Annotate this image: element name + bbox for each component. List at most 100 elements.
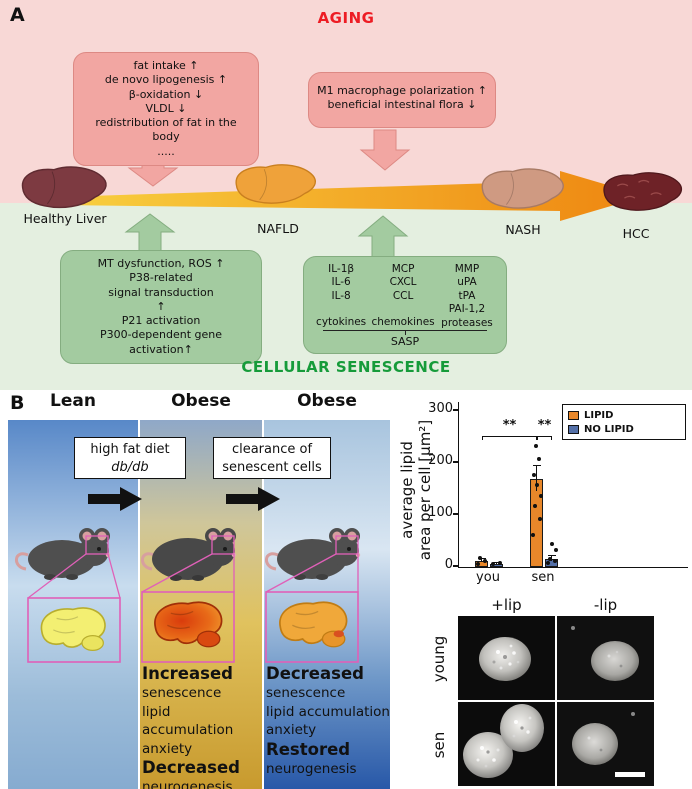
outcome-line: Decreased — [266, 664, 364, 683]
bar-you-1 — [490, 563, 503, 567]
micro-row-sen: sen — [430, 731, 448, 759]
outcome-line: neurogenesis — [266, 760, 357, 777]
y-tick — [453, 461, 459, 463]
legend-label-no-lipid: NO LIPID — [584, 423, 634, 435]
outcome-line: lipid accumulation — [142, 703, 234, 739]
scale-bar-icon — [615, 772, 645, 777]
outcome-line: Increased — [142, 664, 233, 683]
y-label-line: average lipid — [398, 441, 416, 539]
sasp-column-label: cytokines — [316, 315, 367, 328]
magnification-lines-icon — [27, 535, 359, 663]
metabolic-line: de novo lipogenesis ↑ — [104, 73, 228, 87]
sig-bracket — [537, 436, 552, 440]
arrow-hfd-icon — [88, 487, 142, 511]
panel-a-label: A — [10, 4, 25, 26]
mechanism-line: P300-dependent gene activation↑ — [99, 328, 223, 356]
nash-liver-icon — [481, 168, 564, 209]
y-tick-label: 100 — [428, 505, 453, 520]
sasp-item: PAI-1,2 — [448, 303, 486, 316]
down-arrow-inflammatory-icon — [359, 129, 411, 171]
sasp-item: MCP — [391, 263, 415, 275]
mechanism-line: P21 activation — [121, 314, 201, 328]
sasp-column-cytokines: IL-1β IL-6 IL-8 cytokines — [314, 263, 368, 329]
obese-outcomes: Increased senescence lipid accumulation … — [142, 664, 262, 789]
sasp-column-chemokines: MCP CXCL CCL chemokines — [368, 263, 438, 329]
metabolic-line: ..... — [157, 144, 175, 158]
data-point — [482, 559, 487, 564]
sasp-bracket-icon — [323, 330, 487, 335]
column-header-obese-cleared: Obese — [297, 391, 357, 411]
y-tick-label: 300 — [428, 401, 453, 416]
data-point — [549, 542, 554, 547]
outcome-line: Restored — [266, 739, 351, 759]
obese-mouse-icon — [141, 528, 237, 581]
stage-label-healthy-liver: Healthy Liver — [23, 211, 107, 226]
data-point — [475, 561, 480, 566]
error-cap — [532, 464, 541, 466]
sasp-item: IL-6 — [331, 276, 351, 289]
data-point — [545, 561, 550, 566]
arrow-clearance-icon — [226, 487, 280, 511]
micro-image-sen-plus-lip — [458, 702, 555, 786]
legend-row-lipid: LIPID — [568, 408, 680, 422]
column-header-obese: Obese — [171, 391, 231, 411]
y-tick — [453, 513, 459, 515]
error-cap — [547, 555, 556, 557]
y-label-line: area per cell [μm²] — [416, 419, 434, 561]
metabolic-line: VLDL ↓ — [145, 101, 187, 115]
healthy-liver-icon — [21, 166, 107, 209]
y-tick-label: 200 — [428, 453, 453, 468]
sasp-item: IL-8 — [331, 289, 351, 302]
senescence-mechanisms-box: MT dysfunction, ROS ↑ P38-related signal… — [60, 250, 262, 365]
data-point — [536, 457, 541, 462]
data-point — [538, 493, 543, 498]
up-arrow-sasp-icon — [357, 215, 409, 259]
micro-header-plus-lip: +lip — [491, 596, 522, 614]
legend-row-no-lipid: NO LIPID — [568, 422, 680, 436]
sasp-item: MMP — [454, 263, 480, 275]
micro-image-young-minus-lip — [557, 616, 654, 700]
sasp-item: uPA — [457, 276, 477, 289]
microscopy-grid — [458, 616, 654, 786]
micro-row-young: young — [430, 635, 448, 683]
mechanism-line: signal transduction — [108, 285, 214, 299]
data-point — [530, 532, 535, 537]
sasp-box: IL-1β IL-6 IL-8 cytokines MCP CXCL CCL c… — [303, 256, 507, 355]
aging-metabolic-box: fat intake ↑ de novo lipogenesis ↑ β-oxi… — [73, 52, 259, 167]
panel-a-graphics — [21, 129, 682, 259]
sasp-footer: SASP — [390, 335, 420, 348]
outcome-line: senescence — [266, 685, 346, 701]
outcome-line: lipid accumulation — [266, 703, 390, 720]
metabolic-line: fat intake ↑ — [133, 59, 199, 72]
inflammatory-line: beneficial intestinal flora ↓ — [327, 98, 477, 112]
mechanism-line: ↑ — [156, 299, 166, 313]
aging-title: AGING — [317, 9, 375, 27]
stage-label-nafld: NAFLD — [257, 221, 299, 236]
outcome-line: neurogenesis — [142, 779, 233, 789]
hfd-line-genotype: db/db — [111, 459, 149, 475]
obese-brain-icon — [154, 601, 223, 648]
y-tick-label: 0 — [444, 557, 453, 572]
chart-plot-area: 0 100 200 300 ** ** — [428, 401, 688, 572]
panel-b: B Lean Obese Obese high fat diet db/db c… — [0, 390, 692, 789]
data-point — [490, 562, 495, 567]
data-point — [537, 517, 542, 522]
data-point — [531, 473, 536, 477]
panel-b-graphics — [15, 487, 361, 663]
micro-image-sen-minus-lip — [557, 702, 654, 786]
panel-b-label: B — [10, 392, 25, 414]
up-arrow-mechanisms-icon — [124, 213, 176, 253]
clearance-box: clearance of senescent cells — [213, 437, 331, 479]
outcome-line: Decreased — [142, 758, 240, 777]
legend-swatch-no-lipid-icon — [568, 424, 579, 434]
hcc-liver-icon — [603, 172, 682, 211]
legend-swatch-lipid-icon — [568, 410, 579, 420]
data-point — [552, 559, 557, 564]
chart-legend: LIPID NO LIPID — [562, 404, 686, 440]
data-point — [477, 556, 482, 561]
error-bar — [480, 557, 483, 562]
sasp-item: CXCL — [389, 276, 417, 289]
stage-label-nash: NASH — [505, 222, 541, 237]
micro-image-young-plus-lip — [458, 616, 555, 700]
